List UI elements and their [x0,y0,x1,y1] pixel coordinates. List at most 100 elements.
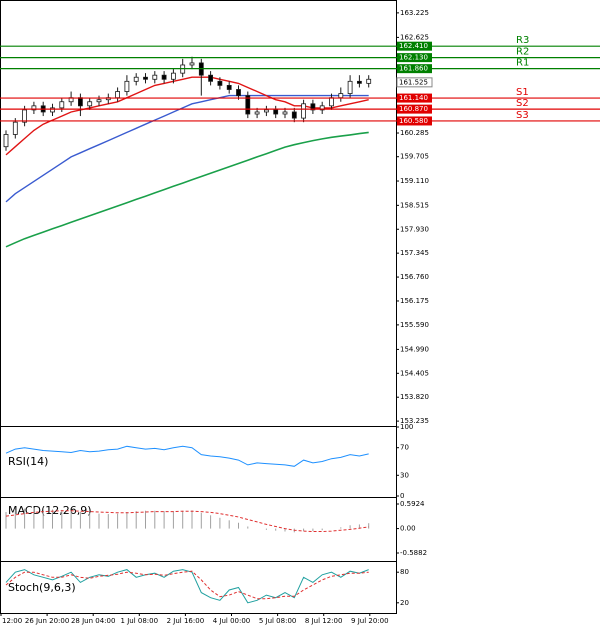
level-name: R3 [516,35,529,46]
candle-body [217,80,223,86]
candle-body [115,91,120,99]
level-name: R1 [516,58,529,69]
x-tick-label: 1 Jul 08:00 [121,617,159,625]
candle-body [236,89,241,97]
indicator-line [5,570,369,600]
panel-title: MACD(12,26,9) [8,504,92,517]
candle-body [310,103,316,111]
y-tick-label: 30 [400,471,409,479]
y-tick-label: 156.175 [400,297,429,305]
candle-body [291,111,297,119]
candle-body [124,80,130,92]
y-tick-label: 162.625 [400,33,429,41]
level-price: 161.860 [399,65,428,73]
candle-body [78,97,83,107]
y-tick-label: 155.590 [400,321,429,329]
level-price: 162.130 [399,54,428,62]
y-tick-label: 154.405 [400,369,429,377]
y-tick-label: 159.705 [400,153,429,161]
y-tick-label: 0 [400,492,404,500]
level-price: 160.580 [399,117,428,125]
indicator-line [5,569,369,604]
level-name: S2 [516,98,529,109]
y-tick-label: -0.5882 [400,549,427,557]
candle-body [12,121,18,135]
level-box [397,53,432,63]
candle-body [22,109,28,123]
y-tick-label: 153.820 [400,393,429,401]
candle-body [338,93,344,99]
candle-body [87,101,93,107]
level-name: S1 [516,87,529,98]
x-tick-label: 2 Jul 16:00 [167,617,205,625]
level-box [397,64,432,74]
y-tick-label: 20 [400,599,409,607]
candle-body [189,62,195,66]
candle-body [96,99,102,103]
level-name: R2 [516,47,529,58]
level-box [397,41,432,51]
level-box [397,93,432,103]
y-tick-label: 156.760 [400,273,429,281]
candle-body [245,95,251,115]
x-tick-label: 28 Jun 04:00 [71,617,115,625]
y-tick-label: 70 [400,444,409,452]
candle-body [143,76,148,80]
macd-signal [5,510,369,532]
frame [0,0,397,614]
candle-body [3,134,9,148]
candle-body [226,85,232,90]
candle-body [263,109,269,113]
candle-body [282,111,288,115]
candle-body [152,74,158,80]
panel-title: Stoch(9,6,3) [8,581,76,594]
level-price: 162.410 [399,42,428,50]
y-tick-label: 160.285 [400,129,429,137]
candle-body [170,72,176,80]
candle-body [254,111,260,115]
y-tick-label: 100 [400,423,413,431]
candle-body [366,78,372,84]
last-price-box [396,77,433,88]
x-tick-label: 5 Jul 08:00 [259,617,297,625]
candle-body [301,103,307,119]
y-tick-label: 153.235 [400,417,429,425]
level-box [397,116,432,126]
x-tick-label: 26 Jun 20:00 [25,617,69,625]
candle-body [319,105,325,111]
y-tick-label: 158.515 [400,201,429,209]
moving-average [5,94,369,203]
candle-body [31,105,37,111]
candle-body [356,80,362,84]
candle-body [161,74,167,80]
panel-title: RSI(14) [8,455,48,468]
candle-body [59,101,65,109]
level-name: S3 [516,110,529,121]
candle-body [133,76,139,82]
level-price: 160.870 [399,105,428,113]
y-tick-label: 0.5924 [400,500,425,508]
x-tick-label: 4 Jul 00:00 [213,617,251,625]
y-tick-label: 157.930 [400,225,429,233]
y-tick-label: 157.345 [400,249,429,257]
level-price: 161.140 [399,94,428,102]
y-tick-label: 80 [400,568,409,576]
x-tick-label: 9 Jul 20:00 [351,617,389,625]
candle-body [347,80,353,94]
indicator-line [5,445,369,467]
y-tick-label: 159.110 [400,177,429,185]
candle-body [329,97,334,107]
moving-average [5,76,369,156]
y-tick-label: 0.00 [400,525,416,533]
x-tick-label: 8 Jul 12:00 [305,617,343,625]
y-tick-label: 163.225 [400,9,429,17]
y-tick-label: 154.990 [400,345,429,353]
candle-body [273,109,279,115]
moving-average [5,131,369,248]
last-price: 161.525 [399,78,428,86]
candle-body [208,74,214,82]
x-tick-label: 12:00 [2,617,22,625]
level-box [397,104,432,114]
